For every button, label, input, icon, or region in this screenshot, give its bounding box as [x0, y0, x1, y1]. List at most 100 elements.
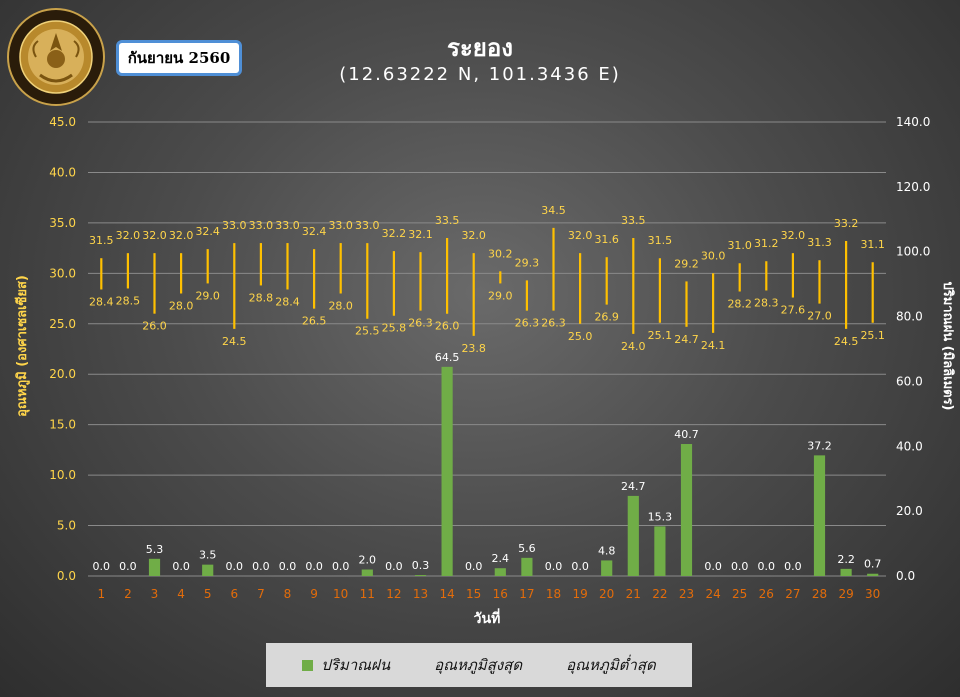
- tmin-value-label: 26.3: [541, 317, 566, 330]
- tmin-value-label: 24.7: [674, 333, 699, 346]
- gridlines: [88, 121, 886, 577]
- tmin-value-label: 26.5: [302, 315, 327, 328]
- tmin-value-label: 25.1: [860, 329, 885, 342]
- legend-item-tmax: อุณหภูมิสูงสุด: [434, 653, 522, 677]
- tmin-value-label: 28.0: [169, 300, 194, 313]
- day-tick-label: 4: [177, 587, 185, 601]
- rain-bar: [202, 564, 214, 576]
- left-tick-label: 0.0: [57, 569, 76, 583]
- legend-item-tmin: อุณหภูมิต่ำสุด: [566, 653, 656, 677]
- legend-tmax-label: อุณหภูมิสูงสุด: [434, 656, 523, 674]
- rain-value-label: 0.0: [305, 560, 323, 573]
- tmax-value-label: 32.2: [382, 227, 407, 240]
- tmin-value-label: 25.5: [355, 325, 380, 338]
- rain-value-label: 0.0: [252, 560, 270, 573]
- tmax-value-label: 33.0: [355, 219, 380, 232]
- day-tick-label: 24: [705, 587, 720, 601]
- rain-value-label: 0.0: [279, 560, 297, 573]
- tmin-value-label: 24.0: [621, 340, 646, 353]
- day-tick-label: 27: [785, 587, 800, 601]
- tmax-value-label: 31.3: [807, 236, 832, 249]
- rain-bars: 0.0 0.0 5.3 0.0 3.5 0.0 0.0 0.0 0.0 0.0 2.0 0.0 0.3 6…: [93, 351, 881, 576]
- tmax-value-label: 33.5: [435, 214, 460, 227]
- left-tick-label: 30.0: [49, 266, 76, 280]
- tmax-value-label: 33.0: [249, 219, 274, 232]
- right-tick-label: 100.0: [896, 245, 930, 259]
- day-axis-ticks: 1 2 3 4 5 6 7 8 9 10 11 12 13 14 15 16 17 18 19 20 21 22 23 24 2…: [97, 587, 880, 601]
- tmin-value-label: 25.0: [568, 330, 593, 343]
- rain-value-label: 24.7: [621, 480, 646, 493]
- rain-value-label: 0.0: [226, 560, 244, 573]
- tmax-value-label: 30.0: [701, 249, 726, 262]
- right-tick-label: 120.0: [896, 180, 930, 194]
- right-tick-label: 20.0: [896, 504, 923, 518]
- rain-bar: [813, 455, 826, 576]
- left-tick-label: 15.0: [49, 418, 76, 432]
- day-tick-label: 23: [679, 587, 694, 601]
- tmin-value-label: 26.0: [435, 320, 460, 333]
- tmax-value-label: 32.1: [408, 228, 433, 241]
- rain-value-label: 3.5: [199, 549, 217, 562]
- right-tick-label: 140.0: [896, 115, 930, 129]
- tmax-value-label: 32.4: [195, 225, 220, 238]
- day-tick-label: 16: [493, 587, 508, 601]
- day-tick-label: 10: [333, 587, 348, 601]
- tmin-value-label: 26.3: [515, 317, 540, 330]
- day-tick-label: 1: [97, 587, 105, 601]
- tmax-value-label: 31.1: [860, 238, 885, 251]
- tmax-value-label: 33.5: [621, 214, 646, 227]
- rain-bar: [494, 568, 506, 576]
- legend-tmin-label: อุณหภูมิต่ำสุด: [566, 656, 656, 674]
- rain-value-label: 0.0: [119, 560, 137, 573]
- day-tick-label: 19: [572, 587, 587, 601]
- tmax-value-label: 29.3: [515, 256, 540, 269]
- day-tick-label: 18: [546, 587, 561, 601]
- rain-value-label: 37.2: [807, 439, 832, 452]
- left-tick-label: 45.0: [49, 115, 76, 129]
- left-tick-label: 25.0: [49, 317, 76, 331]
- day-tick-label: 28: [812, 587, 827, 601]
- tmax-value-label: 32.4: [302, 225, 327, 238]
- tmax-value-label: 31.5: [648, 234, 673, 247]
- left-axis-ticks: 0.0 5.0 10.0 15.0 20.0 25.0 30.0 35.0 40.0 45.0: [49, 115, 76, 583]
- left-tick-label: 10.0: [49, 468, 76, 482]
- rain-value-label: 0.0: [758, 560, 776, 573]
- rain-bar: [840, 568, 852, 576]
- rain-value-label: 2.4: [492, 552, 510, 565]
- day-tick-label: 26: [759, 587, 774, 601]
- left-tick-label: 35.0: [49, 216, 76, 230]
- day-tick-label: 20: [599, 587, 614, 601]
- rain-bar: [680, 444, 693, 576]
- tmax-value-label: 31.5: [89, 234, 114, 247]
- tmin-value-label: 28.8: [249, 291, 274, 304]
- rain-value-label: 5.3: [146, 543, 164, 556]
- right-tick-label: 80.0: [896, 310, 923, 324]
- rain-bar: [361, 569, 373, 576]
- chart-legend: ปริมาณฝน อุณหภูมิสูงสุด อุณหภูมิต่ำสุด: [266, 643, 692, 687]
- chart-title: ระยอง: [447, 34, 513, 62]
- tmin-value-label: 26.9: [594, 311, 619, 324]
- rain-bar: [867, 573, 879, 576]
- day-tick-label: 30: [865, 587, 880, 601]
- rain-value-label: 0.0: [704, 560, 722, 573]
- tmax-value-label: 33.0: [222, 219, 247, 232]
- tmax-value-label: 33.0: [275, 219, 300, 232]
- day-tick-label: 6: [230, 587, 238, 601]
- tmin-value-label: 28.3: [754, 296, 779, 309]
- tmin-value-label: 24.1: [701, 339, 726, 352]
- tmax-value-label: 34.5: [541, 204, 566, 217]
- day-tick-label: 14: [439, 587, 454, 601]
- temperature-ranges: 31.5 28.4 32.0 28.5 32.0 26.0 32.0 28.0 32.4 29.0…: [89, 204, 885, 355]
- day-tick-label: 5: [204, 587, 212, 601]
- day-tick-label: 21: [626, 587, 641, 601]
- rain-value-label: 0.0: [332, 560, 350, 573]
- day-tick-label: 17: [519, 587, 534, 601]
- tmax-value-label: 32.0: [169, 229, 194, 242]
- x-axis-title: วันที่: [474, 608, 501, 627]
- rain-value-label: 0.3: [412, 559, 430, 572]
- day-tick-label: 15: [466, 587, 481, 601]
- rain-value-label: 15.3: [648, 510, 673, 523]
- left-tick-label: 40.0: [49, 165, 76, 179]
- tmax-value-label: 31.2: [754, 237, 779, 250]
- legend-rain-label: ปริมาณฝน: [321, 656, 391, 674]
